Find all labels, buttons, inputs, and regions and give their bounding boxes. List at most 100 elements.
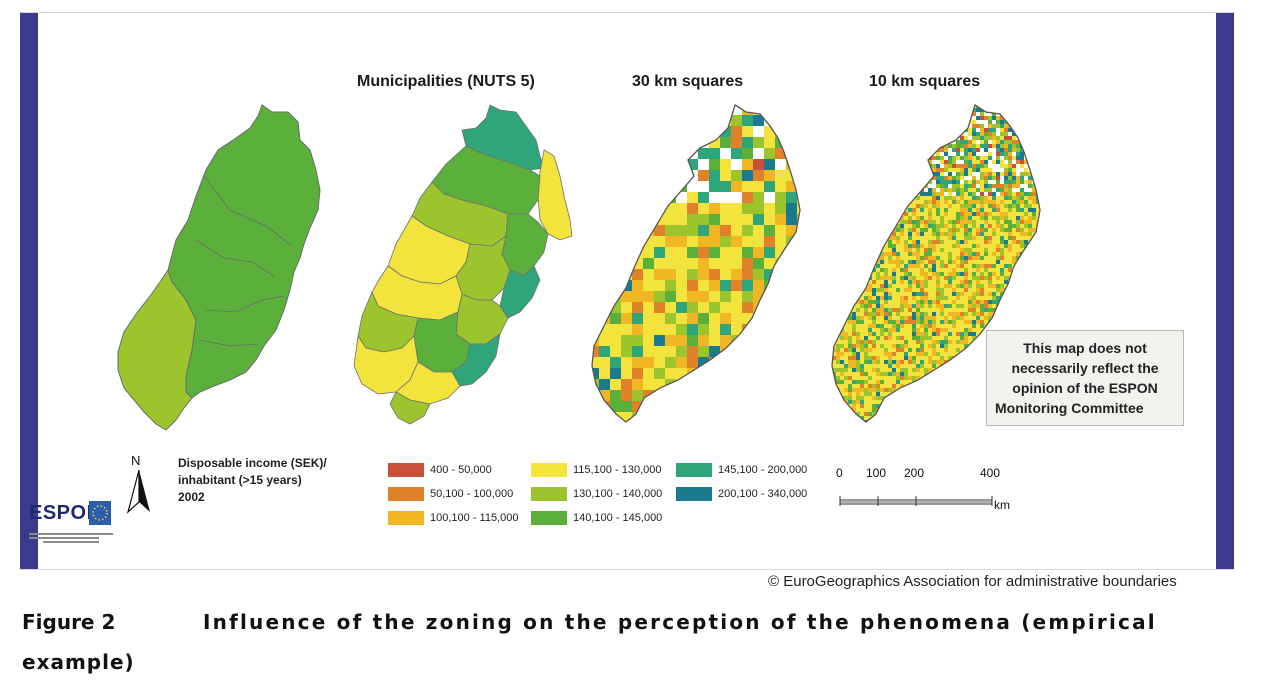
- grid-cell: [599, 236, 610, 247]
- grid-cell: [872, 240, 876, 244]
- grid-cell: [960, 388, 964, 392]
- grid-cell: [972, 312, 976, 316]
- grid-cell: [932, 416, 936, 420]
- grid-cell: [904, 324, 908, 328]
- grid-cell: [880, 124, 884, 128]
- grid-cell: [1004, 320, 1008, 324]
- grid-cell: [948, 284, 952, 288]
- grid-cell: [948, 400, 952, 404]
- grid-cell: [840, 216, 844, 220]
- grid-cell: [936, 256, 940, 260]
- grid-cell: [964, 208, 968, 212]
- grid-cell: [948, 404, 952, 408]
- grid-cell: [904, 260, 908, 264]
- grid-cell: [832, 132, 836, 136]
- grid-cell: [972, 280, 976, 284]
- grid-cell: [1036, 120, 1040, 124]
- grid-cell: [928, 360, 932, 364]
- grid-cell: [956, 360, 960, 364]
- grid-cell: [936, 304, 940, 308]
- grid-cell: [828, 228, 832, 232]
- grid-cell: [872, 256, 876, 260]
- grid-cell: [952, 316, 956, 320]
- grid-cell: [980, 348, 984, 352]
- grid-cell: [880, 360, 884, 364]
- grid-cell: [1028, 264, 1032, 268]
- grid-cell: [775, 280, 786, 291]
- grid-cell: [797, 280, 800, 291]
- grid-cell: [940, 208, 944, 212]
- grid-cell: [840, 172, 844, 176]
- grid-cell: [676, 390, 687, 401]
- grid-cell: [632, 115, 643, 126]
- grid-cell: [836, 328, 840, 332]
- grid-cell: [972, 156, 976, 160]
- grid-cell: [988, 260, 992, 264]
- grid-cell: [892, 140, 896, 144]
- grid-cell: [884, 184, 888, 188]
- grid-cell: [940, 264, 944, 268]
- grid-cell: [952, 168, 956, 172]
- grid-cell: [960, 140, 964, 144]
- grid-cell: [952, 188, 956, 192]
- grid-cell: [1020, 228, 1024, 232]
- grid-cell: [944, 232, 948, 236]
- grid-cell: [775, 214, 786, 225]
- grid-cell: [976, 304, 980, 308]
- grid-cell: [940, 132, 944, 136]
- grid-cell: [900, 420, 904, 422]
- grid-cell: [698, 192, 709, 203]
- grid-cell: [676, 302, 687, 313]
- grid-cell: [888, 324, 892, 328]
- grid-cell: [828, 304, 832, 308]
- scale-tick-label: 0: [836, 466, 843, 480]
- grid-cell: [896, 140, 900, 144]
- grid-cell: [908, 292, 912, 296]
- grid-cell: [1020, 224, 1024, 228]
- grid-cell: [912, 420, 916, 422]
- grid-cell: [872, 344, 876, 348]
- grid-cell: [888, 216, 892, 220]
- grid-cell: [872, 196, 876, 200]
- grid-cell: [944, 284, 948, 288]
- grid-cell: [972, 348, 976, 352]
- grid-cell: [936, 105, 940, 108]
- grid-cell: [964, 144, 968, 148]
- grid-cell: [698, 258, 709, 269]
- grid-cell: [908, 112, 912, 116]
- grid-cell: [920, 404, 924, 408]
- grid-cell: [1004, 200, 1008, 204]
- grid-cell: [940, 252, 944, 256]
- grid-cell: [753, 159, 764, 170]
- grid-cell: [940, 352, 944, 356]
- grid-cell: [753, 214, 764, 225]
- grid-cell: [856, 336, 860, 340]
- grid-cell: [984, 308, 988, 312]
- grid-cell: [848, 232, 852, 236]
- grid-cell: [836, 340, 840, 344]
- grid-cell: [948, 132, 952, 136]
- grid-cell: [840, 204, 844, 208]
- grid-cell: [753, 291, 764, 302]
- grid-cell: [832, 216, 836, 220]
- grid-cell: [592, 401, 599, 412]
- grid-cell: [1004, 144, 1008, 148]
- grid-cell: [852, 244, 856, 248]
- grid-cell: [900, 308, 904, 312]
- grid-cell: [904, 272, 908, 276]
- grid-cell: [908, 108, 912, 112]
- grid-cell: [996, 156, 1000, 160]
- grid-cell: [936, 420, 940, 422]
- grid-cell: [753, 181, 764, 192]
- grid-cell: [836, 276, 840, 280]
- grid-cell: [676, 247, 687, 258]
- grid-cell: [1024, 220, 1028, 224]
- grid-cell: [964, 232, 968, 236]
- grid-cell: [868, 312, 872, 316]
- grid-cell: [665, 269, 676, 280]
- grid-cell: [868, 232, 872, 236]
- grid-cell: [892, 132, 896, 136]
- grid-cell: [868, 280, 872, 284]
- grid-cell: [896, 160, 900, 164]
- grid-cell: [1012, 240, 1016, 244]
